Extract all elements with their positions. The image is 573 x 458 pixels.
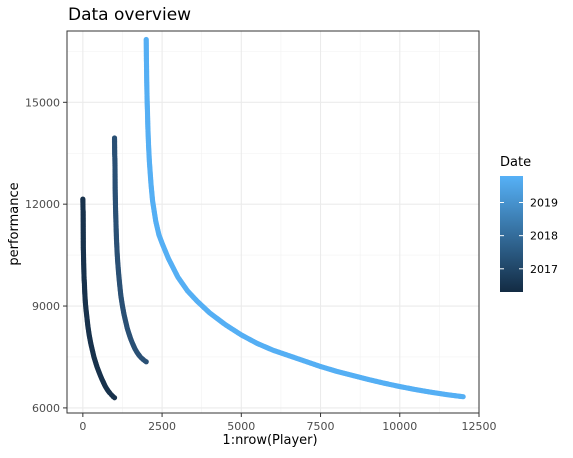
- y-tick-label: 12000: [25, 198, 60, 211]
- legend: Date 2017 2018 2019: [500, 155, 558, 292]
- data-point: [460, 394, 466, 400]
- data-point: [111, 395, 118, 401]
- legend-tick-label: 2018: [530, 230, 558, 243]
- x-tick-label: 5000: [227, 420, 255, 433]
- y-tick-label: 6000: [32, 402, 60, 415]
- legend-tick-label: 2017: [530, 263, 558, 276]
- scatter-points: [80, 36, 466, 401]
- x-tick-label: 12500: [462, 420, 497, 433]
- legend-tick-label: 2019: [530, 197, 558, 210]
- legend-ticks: 2017 2018 2019: [500, 197, 558, 276]
- y-tick-label: 15000: [25, 96, 60, 109]
- x-tick-label: 7500: [307, 420, 335, 433]
- legend-colorbar: [500, 176, 523, 292]
- x-tick-label: 0: [79, 420, 86, 433]
- data-point: [143, 359, 149, 365]
- y-axis-title: performance: [7, 182, 22, 265]
- x-axis: 0 2500 5000 7500 10000 12500: [79, 413, 497, 433]
- plot-panel: [66, 30, 480, 414]
- x-axis-title: 1:nrow(Player): [222, 433, 317, 448]
- plot-background: [67, 31, 479, 413]
- x-tick-label: 10000: [382, 420, 417, 433]
- chart-title: Data overview: [68, 5, 191, 25]
- y-tick-label: 9000: [32, 300, 60, 313]
- legend-title: Date: [500, 155, 531, 170]
- grid-lines: [67, 31, 480, 413]
- y-axis: 6000 9000 12000 15000: [25, 96, 67, 415]
- x-tick-label: 2500: [148, 420, 176, 433]
